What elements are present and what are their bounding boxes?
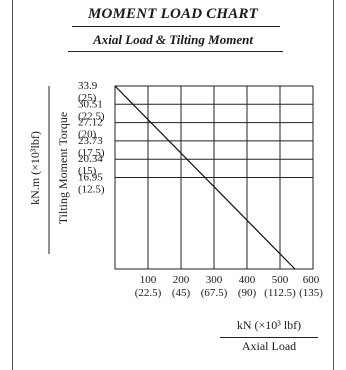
x-tick-label: 200 — [173, 274, 190, 286]
left-border — [12, 0, 13, 370]
y-tick-label: 33.9 — [78, 80, 98, 92]
y-tick-sublabel: (25) — [78, 92, 97, 104]
title-underline — [72, 26, 280, 27]
x-tick-sublabel: (45) — [172, 287, 191, 299]
y-tick-sublabel: (12.5) — [78, 184, 105, 196]
x-tick-sublabel: (90) — [238, 287, 257, 299]
y-tick-label: 27.12 — [78, 117, 103, 129]
y-tick-sublabel: (20) — [78, 129, 97, 141]
chart-title: MOMENT LOAD CHART — [87, 6, 259, 22]
x-tick-label: 300 — [206, 274, 223, 286]
y-tick-label: 20.34 — [78, 153, 103, 165]
moment-load-line — [114, 85, 296, 270]
y-axis-unit: kN.m (×10³lbf) — [28, 131, 42, 205]
chart-subtitle: Axial Load & Tilting Moment — [93, 32, 253, 47]
y-tick-sublabel: (22.5) — [78, 110, 105, 122]
y-tick-label: 30.51 — [78, 98, 103, 110]
y-tick-label: 16.95 — [78, 172, 103, 184]
y-tick-sublabel: (17.5) — [78, 147, 105, 159]
y-tick-sublabel: (15) — [78, 165, 97, 177]
x-tick-label: 600 — [303, 274, 320, 286]
y-axis-title: Tilting Moment Torque — [56, 112, 70, 225]
subtitle-underline — [68, 51, 283, 52]
x-tick-label: 500 — [272, 274, 289, 286]
x-tick-sublabel: (67.5) — [201, 287, 228, 299]
right-border — [333, 0, 334, 370]
x-axis-title-divider — [220, 337, 318, 338]
x-tick-label: 100 — [140, 274, 157, 286]
x-tick-label: 400 — [239, 274, 256, 286]
y-tick-label: 23.73 — [78, 135, 103, 147]
x-tick-sublabel: (135) — [299, 287, 323, 299]
x-tick-sublabel: (112.5) — [264, 287, 296, 299]
x-tick-sublabel: (22.5) — [135, 287, 162, 299]
x-axis-unit: kN (×10³ lbf) — [236, 318, 302, 332]
x-axis-title: Axial Load — [241, 339, 297, 353]
